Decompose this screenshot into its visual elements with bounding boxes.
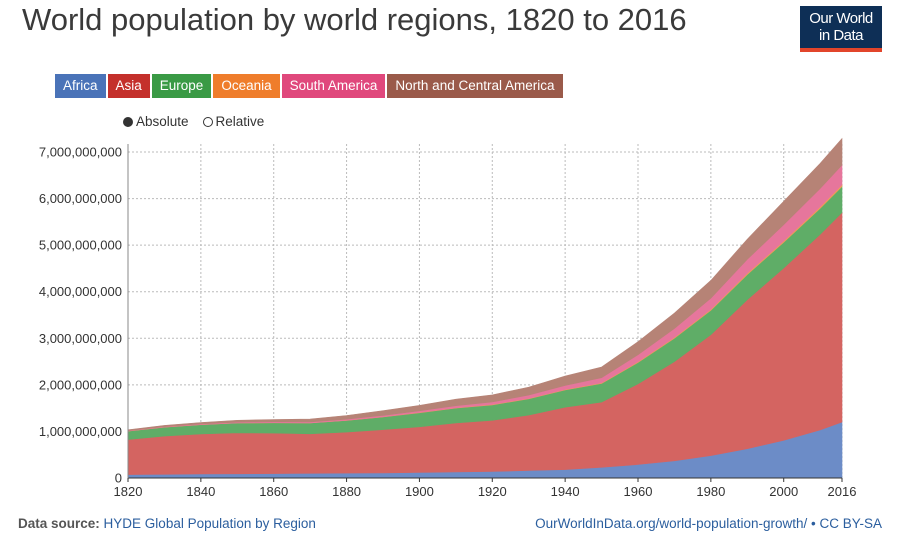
area-north-and-central-america[interactable]: [127, 137, 843, 432]
x-tick-label: 1900: [405, 484, 434, 499]
y-tick-label: 5,000,000,000: [39, 238, 122, 253]
x-tick-label: 1860: [259, 484, 288, 499]
data-source-link[interactable]: HYDE Global Population by Region: [103, 516, 316, 531]
absolute-relative-toggle: Absolute Relative: [123, 114, 278, 129]
logo-line-1: Our World: [809, 10, 873, 27]
x-tick-label: 1940: [551, 484, 580, 499]
area-asia[interactable]: [127, 211, 843, 475]
y-tick-label: 1,000,000,000: [39, 424, 122, 439]
x-tick-label: 1840: [186, 484, 215, 499]
x-tick-label: 1820: [114, 484, 143, 499]
y-tick-label: 7,000,000,000: [39, 145, 122, 160]
data-source-label: Data source:: [18, 516, 100, 531]
legend-africa[interactable]: Africa: [55, 74, 106, 98]
page-title: World population by world regions, 1820 …: [22, 2, 687, 37]
absolute-label: Absolute: [136, 114, 189, 129]
y-tick-label: 6,000,000,000: [39, 191, 122, 206]
logo-line-2: in Data: [818, 27, 864, 44]
x-tick-label: 2016: [828, 484, 857, 499]
y-tick-label: 0: [115, 471, 122, 486]
relative-label: Relative: [215, 114, 265, 129]
legend-asia[interactable]: Asia: [107, 74, 150, 98]
y-tick-label: 3,000,000,000: [39, 331, 122, 346]
radio-unselected-icon: [202, 116, 213, 127]
x-tick-label: 1980: [696, 484, 725, 499]
x-tick-label: 2000: [769, 484, 798, 499]
owid-logo[interactable]: Our World in Data: [800, 6, 882, 52]
legend: Africa Asia Europe Oceania South America…: [55, 74, 565, 98]
legend-north-central-america[interactable]: North and Central America: [387, 74, 563, 98]
legend-europe[interactable]: Europe: [151, 74, 212, 98]
absolute-option[interactable]: Absolute: [123, 114, 189, 129]
legend-south-america[interactable]: South America: [281, 74, 386, 98]
x-tick-label: 1880: [332, 484, 361, 499]
x-tick-label: 1960: [624, 484, 653, 499]
y-tick-label: 4,000,000,000: [39, 284, 122, 299]
radio-selected-icon: [123, 116, 133, 127]
legend-oceania[interactable]: Oceania: [213, 74, 280, 98]
data-source: Data source: HYDE Global Population by R…: [18, 516, 316, 531]
x-tick-label: 1920: [478, 484, 507, 499]
source-url[interactable]: OurWorldInData.org/world-population-grow…: [535, 516, 882, 531]
relative-option[interactable]: Relative: [202, 114, 265, 129]
y-tick-label: 2,000,000,000: [39, 377, 122, 392]
